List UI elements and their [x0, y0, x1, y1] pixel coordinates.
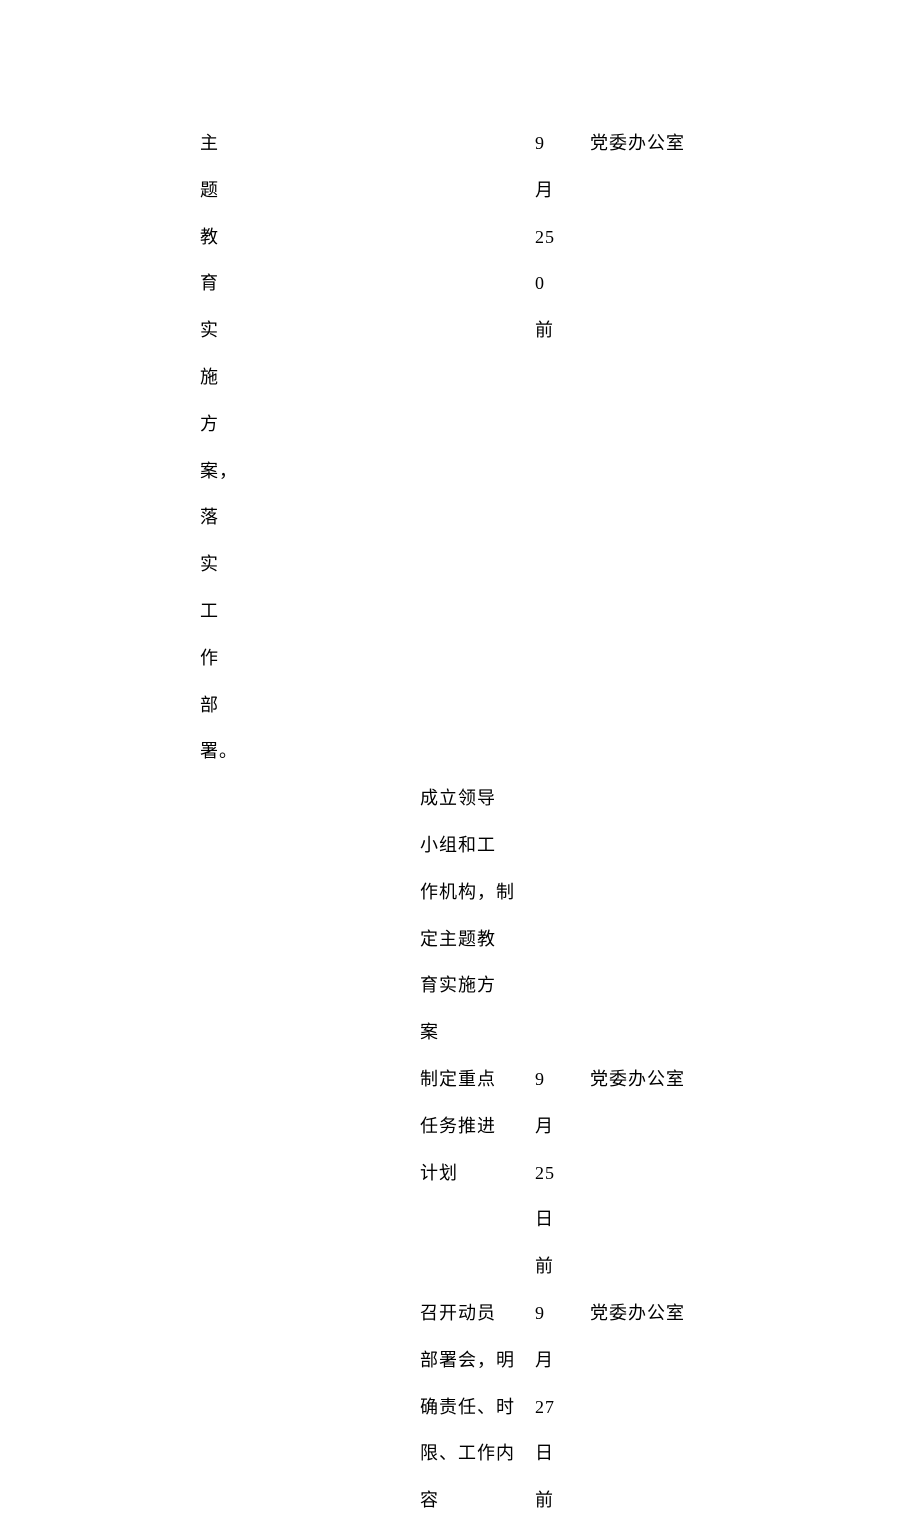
col3-cell: 9 月 27 日 前	[535, 1290, 590, 1524]
text-line: 主题教育实施方	[200, 120, 220, 448]
text-line: 前	[535, 307, 590, 354]
text-line: 日	[535, 1430, 590, 1477]
text-line: 计划	[420, 1150, 535, 1197]
col2-cell: 召开动员 部署会，明 确责任、时 限、工作内 容	[420, 1290, 535, 1524]
col2-cell: 成立领导 小组和工 作机构，制 定主题教 育实施方 案	[420, 775, 535, 1056]
text-line: 案，落实工作部	[200, 448, 220, 729]
text-line: 0	[535, 260, 590, 307]
col4-cell: 党委办公室	[590, 1056, 740, 1103]
text-line: 前	[535, 1477, 590, 1524]
text-line: 前	[535, 1243, 590, 1290]
text-line: 制定重点	[420, 1056, 535, 1103]
text-line: 任务推进	[420, 1103, 535, 1150]
text-line: 定主题教	[420, 916, 535, 963]
text-line: 9	[535, 120, 590, 167]
table-row: 成立领导 小组和工 作机构，制 定主题教 育实施方 案	[0, 775, 920, 1056]
text-line: 小组和工	[420, 822, 535, 869]
text-line: 27	[535, 1384, 590, 1431]
col4-cell: 党委办公室	[590, 1290, 740, 1337]
text-line: 作机构，制	[420, 869, 535, 916]
text-line: 容	[420, 1477, 535, 1524]
table-row: 召开动员 部署会，明 确责任、时 限、工作内 容 9 月 27 日 前 党委办公…	[0, 1290, 920, 1524]
text-line: 日	[535, 1196, 590, 1243]
col1-cell: 主题教育实施方 案，落实工作部 署。	[0, 120, 220, 775]
table-row: 主题教育实施方 案，落实工作部 署。 9 月 25 0 前 党委办公室	[0, 120, 920, 775]
text-line: 月	[535, 1103, 590, 1150]
text-line: 确责任、时	[420, 1384, 535, 1431]
text-line: 限、工作内	[420, 1430, 535, 1477]
col3-cell: 9 月 25 日 前	[535, 1056, 590, 1290]
text-line: 25	[535, 214, 590, 261]
text-line: 成立领导	[420, 775, 535, 822]
col4-cell: 党委办公室	[590, 120, 740, 167]
text-line: 案	[420, 1009, 535, 1056]
text-line: 署。	[200, 728, 220, 775]
text-line: 25	[535, 1150, 590, 1197]
text-line: 9	[535, 1056, 590, 1103]
text-line: 党委办公室	[590, 120, 740, 167]
col2-cell: 制定重点 任务推进 计划	[420, 1056, 535, 1196]
text-line: 部署会，明	[420, 1337, 535, 1384]
text-line: 党委办公室	[590, 1056, 740, 1103]
text-line: 召开动员	[420, 1290, 535, 1337]
text-line: 党委办公室	[590, 1290, 740, 1337]
table-row: 制定重点 任务推进 计划 9 月 25 日 前 党委办公室	[0, 1056, 920, 1290]
text-line: 育实施方	[420, 962, 535, 1009]
text-line: 月	[535, 167, 590, 214]
col3-cell: 9 月 25 0 前	[535, 120, 590, 354]
text-line: 月	[535, 1337, 590, 1384]
document-page: 主题教育实施方 案，落实工作部 署。 9 月 25 0 前 党委办公室 成立领导…	[0, 120, 920, 1524]
text-line: 9	[535, 1290, 590, 1337]
